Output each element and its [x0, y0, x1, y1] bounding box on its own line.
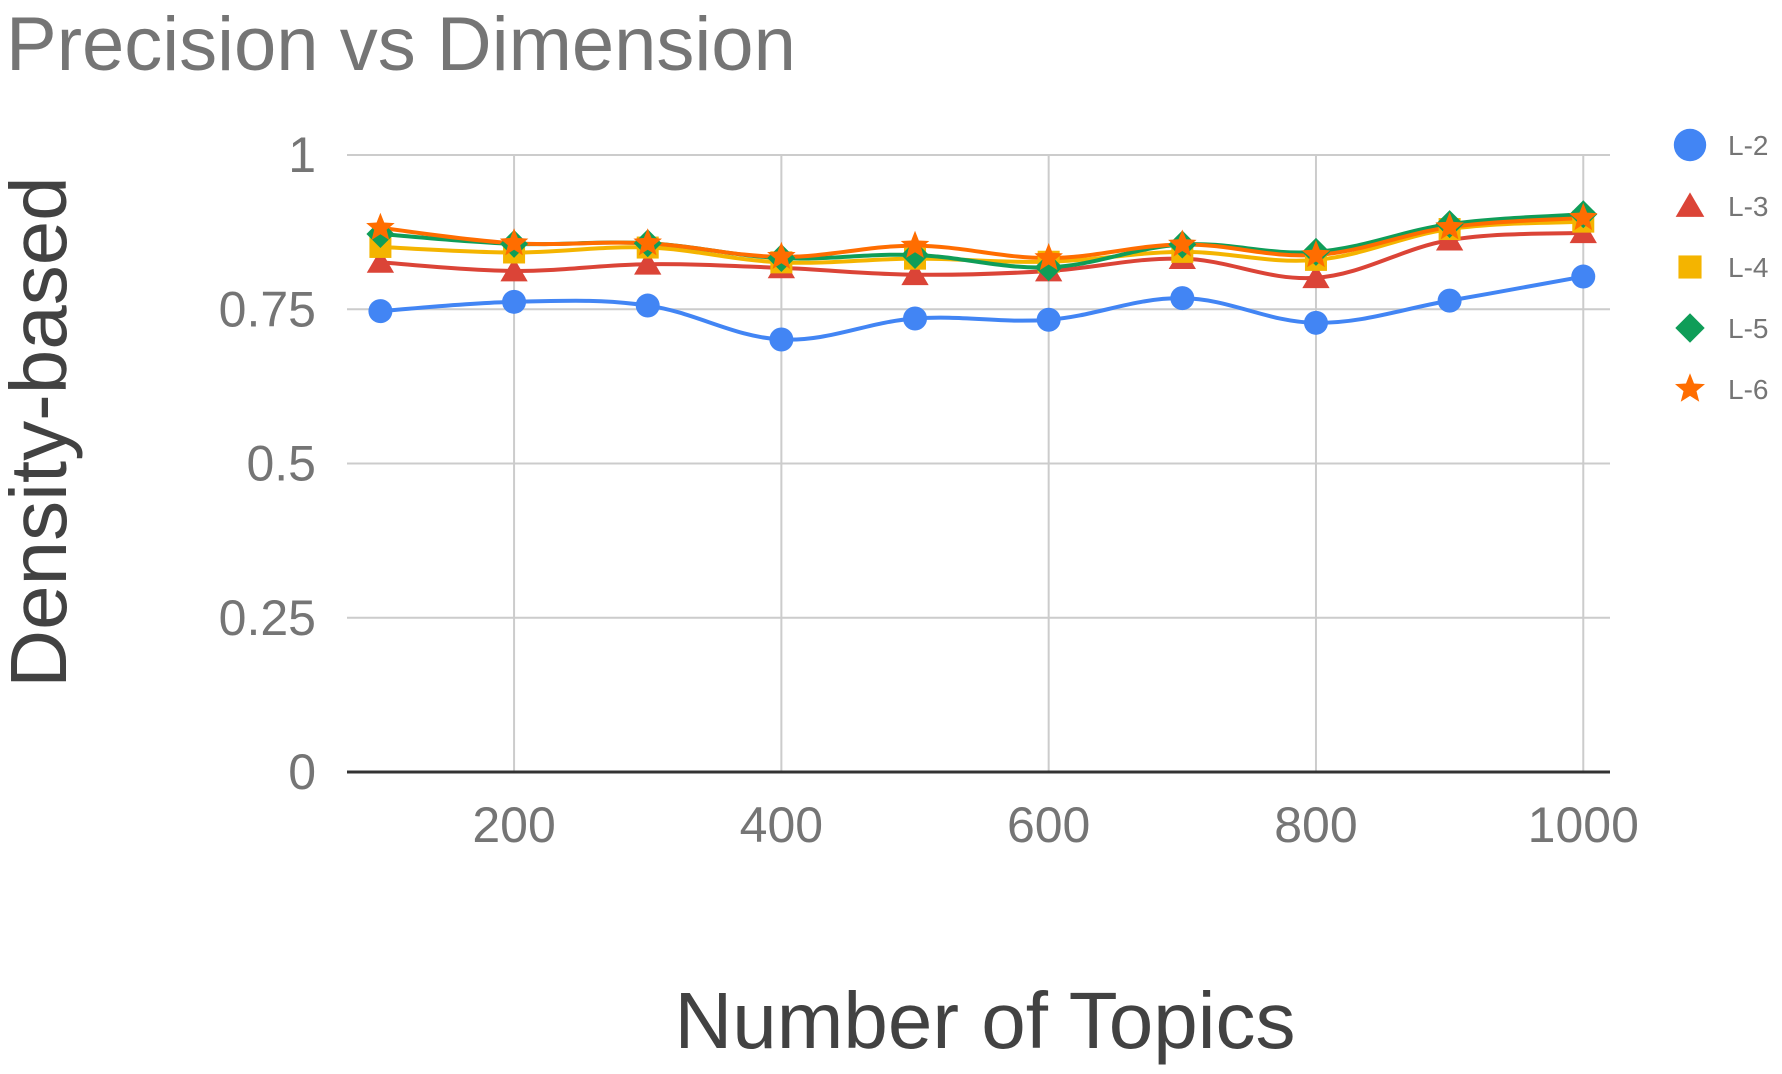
- data-point-l-3: [500, 257, 528, 282]
- legend-item-l-4[interactable]: L-4: [1678, 252, 1768, 283]
- data-point-l-6: [633, 228, 662, 256]
- data-point-l-2: [1437, 288, 1462, 313]
- data-point-l-2: [1170, 286, 1195, 311]
- x-tick-label: 1000: [1528, 797, 1639, 853]
- legend-item-l-3[interactable]: L-3: [1675, 191, 1769, 222]
- legend-marker-l-6: [1675, 373, 1705, 402]
- data-point-l-2: [1571, 264, 1596, 289]
- legend[interactable]: L-2 L-3 L-4 L-5 L-6: [1673, 128, 1769, 405]
- data-point-l-6: [767, 241, 796, 269]
- data-point-l-5: [901, 240, 930, 269]
- data-point-l-2: [903, 306, 928, 331]
- y-tick-label: 0.5: [246, 436, 316, 492]
- x-axis-title: Number of Topics: [674, 976, 1295, 1065]
- series-markers: [366, 200, 1598, 352]
- data-point-l-3: [366, 249, 395, 273]
- legend-marker-l-3: [1675, 192, 1705, 217]
- x-tick-label: 200: [472, 797, 555, 853]
- data-point-l-2: [368, 299, 393, 324]
- legend-label-l-5: L-5: [1728, 313, 1768, 344]
- x-tick-label: 600: [1007, 797, 1090, 853]
- y-tick-label: 0.75: [219, 281, 316, 337]
- data-point-l-3: [1302, 264, 1330, 289]
- data-point-l-6: [1034, 243, 1063, 271]
- legend-item-l-6[interactable]: L-6: [1675, 373, 1768, 405]
- data-point-l-5: [1034, 253, 1063, 282]
- x-tick-label: 800: [1274, 797, 1357, 853]
- data-point-l-6: [499, 228, 529, 256]
- legend-marker-l-2: [1673, 128, 1707, 162]
- legend-marker-l-4: [1678, 255, 1702, 279]
- legend-item-l-2[interactable]: L-2: [1673, 128, 1769, 162]
- legend-label-l-4: L-4: [1728, 252, 1768, 283]
- x-tick-label: 400: [740, 797, 823, 853]
- series-line-l-2: [378, 274, 1586, 342]
- chart-title: Precision vs Dimension: [6, 2, 796, 87]
- series-line-l-6: [378, 215, 1586, 261]
- series-line-l-3: [378, 230, 1586, 281]
- legend-label-l-6: L-6: [1728, 374, 1768, 405]
- series-lines: [378, 212, 1586, 342]
- data-point-l-2: [1036, 307, 1061, 332]
- tick-labels: 0 0.25 0.5 0.75 1 200 400 600 800 1000: [219, 127, 1639, 853]
- legend-marker-l-5: [1675, 313, 1705, 343]
- data-point-l-3: [901, 261, 929, 286]
- data-point-l-6: [900, 230, 930, 258]
- data-point-l-2: [769, 327, 794, 352]
- data-point-l-6: [366, 212, 395, 240]
- data-point-l-2: [502, 289, 527, 314]
- data-point-l-2: [1303, 310, 1328, 335]
- y-tick-label: 0: [288, 744, 316, 800]
- data-point-l-6: [1435, 212, 1464, 240]
- y-tick-label: 1: [288, 127, 316, 183]
- y-axis-title: Density-based: [0, 176, 83, 687]
- y-tick-label: 0.25: [219, 590, 316, 646]
- legend-item-l-5[interactable]: L-5: [1675, 313, 1768, 344]
- data-point-l-6: [1569, 202, 1598, 231]
- data-point-l-3: [634, 251, 662, 275]
- data-point-l-6: [1168, 229, 1197, 257]
- legend-label-l-3: L-3: [1728, 191, 1768, 222]
- data-point-l-2: [635, 293, 660, 318]
- legend-label-l-2: L-2: [1728, 130, 1768, 161]
- data-point-l-6: [1301, 239, 1331, 268]
